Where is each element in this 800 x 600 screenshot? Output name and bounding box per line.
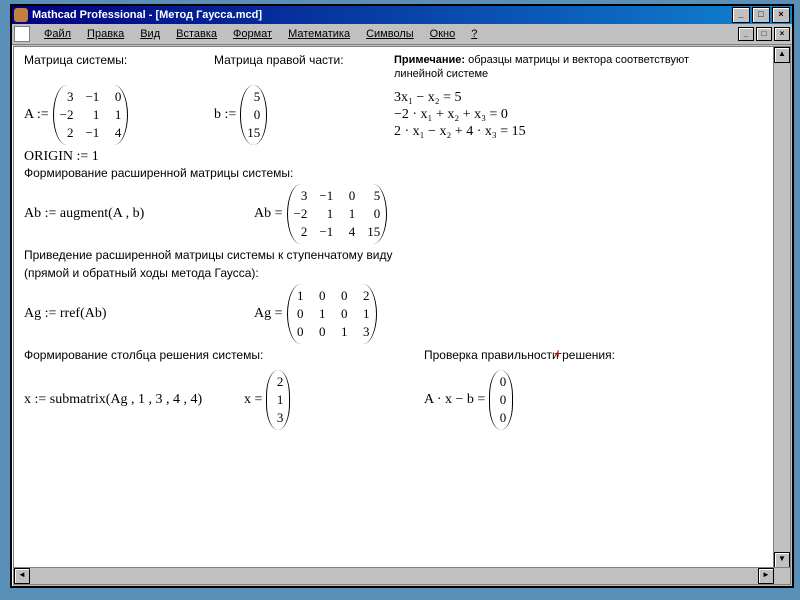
horizontal-scrollbar[interactable]: ◄ ► [14, 567, 790, 584]
menu-file[interactable]: Файл [36, 26, 79, 42]
vector-check: 000 [489, 370, 513, 430]
matrix-a: 3−10 −211 2−14 [53, 85, 129, 145]
assign-b: b := 5015 [214, 85, 394, 145]
menu-math[interactable]: Математика [280, 26, 358, 42]
menu-view[interactable]: Вид [132, 26, 168, 42]
close-button[interactable]: × [772, 7, 790, 23]
maximize-button[interactable]: □ [752, 7, 770, 23]
menu-bar: Файл Правка Вид Вставка Формат Математик… [12, 24, 792, 45]
client-area: Матрица системы: Матрица правой части: П… [13, 46, 791, 585]
system-equations: 3x₁ − x₂ = 5 −2 · x₁ + x₂ + x₃ = 0 2 · x… [394, 89, 734, 141]
scroll-up-icon[interactable]: ▲ [774, 47, 790, 63]
menu-format[interactable]: Формат [225, 26, 280, 42]
label-matrix-b: Матрица правой части: [214, 53, 394, 67]
assign-ag: Ag := rref(Ab) [24, 306, 254, 322]
label-rref2: (прямой и обратный ходы метода Гаусса): [24, 266, 764, 280]
origin-assign: ORIGIN := 1 [24, 149, 764, 165]
menu-edit[interactable]: Правка [79, 26, 132, 42]
vertical-scrollbar[interactable]: ▲ ▼ [773, 47, 790, 568]
title-bar: Mathcad Professional - [Метод Гаусса.mcd… [12, 6, 792, 24]
assign-x: x := submatrix(Ag , 1 , 3 , 4 , 4) [24, 392, 244, 408]
document-icon [14, 26, 30, 42]
label-check: Проверка правильности решения: [424, 348, 615, 362]
scroll-left-icon[interactable]: ◄ [14, 568, 30, 584]
note-title: Примечание: [394, 54, 465, 66]
result-check: A · x − b = 000 [424, 370, 517, 430]
minimize-button[interactable]: _ [732, 7, 750, 23]
window-title: Mathcad Professional - [Метод Гаусса.mcd… [32, 9, 730, 21]
note-block: Примечание: образцы матрицы и вектора со… [394, 53, 734, 81]
child-maximize-button[interactable]: □ [756, 27, 772, 41]
label-augment: Формирование расширенной матрицы системы… [24, 166, 764, 180]
app-window: Mathcad Professional - [Метод Гаусса.mcd… [10, 4, 794, 588]
scroll-down-icon[interactable]: ▼ [774, 552, 790, 568]
app-icon [14, 8, 28, 22]
matrix-ag: 1002 0101 0013 [287, 284, 377, 344]
vector-b: 5015 [240, 85, 267, 145]
scroll-right-icon[interactable]: ► [758, 568, 774, 584]
child-close-button[interactable]: × [774, 27, 790, 41]
child-minimize-button[interactable]: _ [738, 27, 754, 41]
result-ab: Ab = 3−105 −2110 2−1415 [254, 184, 391, 244]
eq1: 3x₁ − x₂ = 5 [394, 90, 734, 106]
label-sol: Формирование столбца решения системы: [24, 348, 424, 362]
menu-window[interactable]: Окно [422, 26, 464, 42]
worksheet[interactable]: Матрица системы: Матрица правой части: П… [14, 47, 774, 568]
menu-insert[interactable]: Вставка [168, 26, 225, 42]
vector-x: 213 [266, 370, 290, 430]
assign-a: A := 3−10 −211 2−14 [24, 85, 214, 145]
assign-ab: Ab := augment(A , b) [24, 206, 254, 222]
eq3: 2 · x₁ − x₂ + 4 · x₃ = 15 [394, 124, 734, 140]
eq2: −2 · x₁ + x₂ + x₃ = 0 [394, 107, 734, 123]
label-rref1: Приведение расширенной матрицы системы к… [24, 248, 764, 262]
label-matrix-a: Матрица системы: [24, 53, 214, 67]
result-ag: Ag = 1002 0101 0013 [254, 284, 381, 344]
matrix-ab: 3−105 −2110 2−1415 [287, 184, 388, 244]
result-x: x = 213 [244, 370, 424, 430]
menu-help[interactable]: ? [463, 26, 485, 42]
menu-symbols[interactable]: Символы [358, 26, 422, 42]
cursor-cross-icon: + [554, 345, 562, 361]
